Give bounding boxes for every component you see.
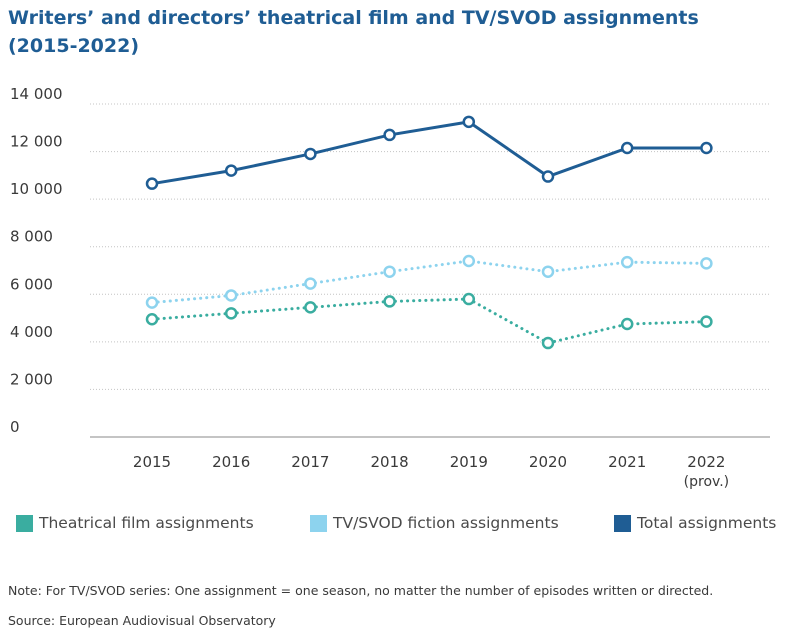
x-tick-label: 2018 (371, 453, 409, 471)
x-tick-label: 2022 (687, 453, 725, 471)
legend-item-theatrical: Theatrical film assignments (16, 514, 254, 532)
y-tick-label: 6 000 (10, 275, 53, 293)
data-point-series-0 (541, 336, 555, 350)
data-point-series-1 (541, 265, 555, 278)
legend-label-theatrical: Theatrical film assignments (39, 514, 254, 532)
y-tick-label: 10 000 (10, 180, 63, 198)
legend-item-tv-svod: TV/SVOD fiction assignments (310, 514, 559, 532)
data-point-series-1 (304, 277, 317, 290)
y-tick-label: 12 000 (10, 133, 63, 151)
y-tick-label: 8 000 (10, 228, 53, 246)
chart-source: Source: European Audiovisual Observatory (8, 613, 276, 628)
x-tick-label: 2020 (529, 453, 567, 471)
data-point-series-0 (224, 307, 238, 320)
y-tick-label: 2 000 (10, 370, 53, 388)
data-point-series-0 (620, 317, 634, 331)
data-point-series-2 (383, 128, 396, 142)
series-line-0 (150, 297, 708, 345)
chart-legend: Theatrical film assignments TV/SVOD fict… (0, 514, 790, 538)
y-tick-label: 14 000 (10, 85, 63, 103)
data-point-series-2 (304, 147, 317, 161)
data-point-series-1 (145, 296, 159, 309)
data-point-series-2 (145, 177, 159, 190)
x-tick-label: 2015 (133, 453, 171, 471)
data-point-series-1 (224, 289, 238, 302)
legend-swatch-tv-svod (310, 514, 327, 532)
legend-label-tv-svod: TV/SVOD fiction assignments (333, 514, 559, 532)
data-point-series-2 (700, 141, 713, 155)
chart-note: Note: For TV/SVOD series: One assignment… (8, 583, 714, 598)
data-point-series-0 (700, 315, 713, 328)
chart-title-line1: Writers’ and directors’ theatrical film … (8, 7, 699, 29)
data-point-series-0 (145, 313, 159, 326)
data-point-series-2 (620, 141, 634, 155)
x-tick-label: 2019 (450, 453, 488, 471)
data-point-series-0 (462, 292, 476, 306)
data-point-series-0 (304, 301, 317, 314)
chart-title: Writers’ and directors’ theatrical film … (8, 4, 778, 60)
data-point-series-1 (620, 255, 634, 269)
data-point-series-2 (541, 170, 555, 183)
x-tick-label: 2016 (212, 453, 250, 471)
line-chart: 0 2 000 4 000 6 000 8 000 10 000 12 000 14 000 2… (10, 85, 770, 490)
y-tick-label: 4 000 (10, 323, 53, 341)
legend-swatch-theatrical (16, 514, 33, 532)
data-point-series-2 (462, 115, 476, 129)
data-point-series-1 (700, 257, 713, 270)
x-tick-label: 2017 (291, 453, 329, 471)
data-point-series-1 (462, 254, 476, 268)
series-line-1 (150, 259, 708, 305)
data-point-series-0 (383, 295, 396, 308)
y-tick-label: 0 (10, 418, 20, 436)
data-point-series-2 (224, 164, 238, 177)
data-point-series-1 (383, 265, 396, 278)
legend-item-total: Total assignments (614, 514, 776, 532)
legend-swatch-total (614, 514, 631, 532)
series-line-2 (150, 120, 708, 186)
legend-label-total: Total assignments (637, 514, 777, 532)
x-tick-sublabel: (prov.) (684, 474, 729, 490)
chart-title-line2: (2015-2022) (8, 35, 140, 57)
x-tick-label: 2021 (608, 453, 646, 471)
